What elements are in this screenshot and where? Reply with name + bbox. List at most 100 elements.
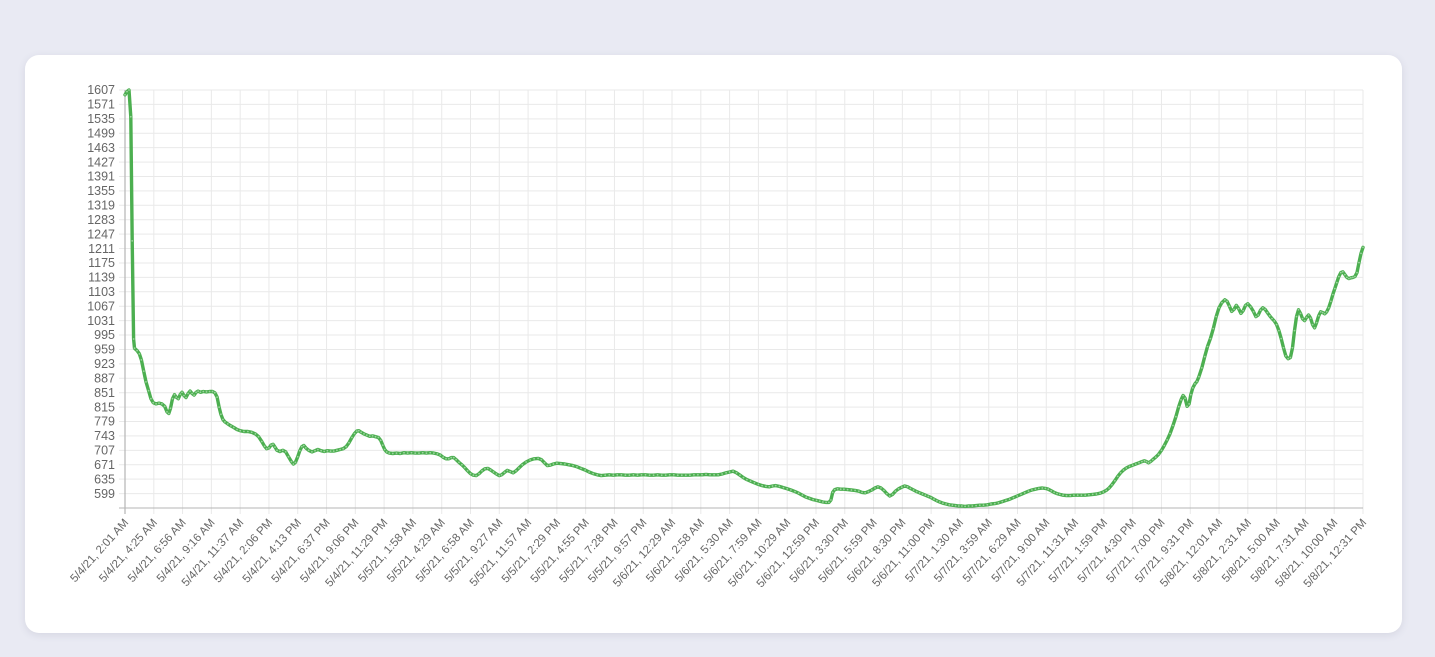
data-point — [529, 459, 531, 461]
data-point — [957, 505, 960, 507]
y-axis-label: 1175 — [88, 256, 115, 270]
data-point — [1012, 496, 1015, 499]
data-point — [1172, 424, 1174, 427]
data-point — [466, 469, 469, 472]
data-point — [897, 487, 900, 490]
data-point — [1128, 465, 1131, 468]
data-point — [808, 497, 811, 500]
y-axis-label: 599 — [94, 487, 115, 501]
data-point — [850, 489, 853, 491]
data-point — [749, 480, 752, 483]
data-point — [385, 451, 388, 453]
data-point — [1209, 337, 1212, 340]
y-axis-labels: 5996356717077437798158518879239599951031… — [87, 83, 115, 501]
data-point — [1175, 415, 1177, 418]
data-point — [664, 474, 667, 477]
data-point — [489, 469, 492, 471]
time-series-line-chart[interactable]: 5996356717077437798158518879239599951031… — [25, 55, 1402, 633]
data-point — [1163, 444, 1166, 447]
y-axis-label: 995 — [94, 328, 115, 342]
data-point — [684, 474, 687, 477]
data-point — [383, 448, 386, 451]
data-point — [867, 490, 870, 493]
y-axis-label: 1067 — [87, 299, 115, 313]
data-point — [399, 452, 402, 455]
data-point — [1102, 491, 1105, 493]
data-point — [461, 463, 463, 466]
data-point — [167, 412, 170, 415]
data-point — [1191, 387, 1194, 389]
data-point — [177, 397, 180, 400]
data-point — [906, 485, 909, 488]
data-point — [1203, 355, 1206, 358]
data-point — [418, 452, 420, 454]
data-point — [921, 493, 924, 495]
data-point — [509, 470, 512, 473]
data-point — [680, 474, 683, 477]
data-point — [560, 462, 562, 465]
data-point — [353, 432, 356, 435]
data-point — [250, 431, 253, 434]
data-point — [161, 403, 163, 405]
data-point — [689, 474, 691, 477]
data-point — [1325, 310, 1328, 313]
data-point — [463, 466, 466, 469]
data-point — [1020, 493, 1022, 496]
data-point — [311, 451, 313, 453]
data-point — [132, 338, 135, 340]
data-point — [918, 491, 921, 494]
data-point — [812, 498, 814, 501]
data-point — [213, 391, 216, 394]
data-point — [357, 429, 360, 432]
data-point — [518, 467, 520, 469]
data-point — [171, 397, 174, 400]
data-point — [175, 396, 178, 398]
data-point — [1337, 275, 1340, 278]
data-point — [279, 450, 281, 453]
data-point — [592, 472, 594, 475]
data-point — [199, 391, 202, 394]
data-point — [268, 447, 270, 449]
data-point — [421, 451, 424, 454]
data-line — [123, 88, 1365, 509]
data-point — [131, 240, 134, 242]
data-point — [794, 490, 796, 493]
data-point — [166, 411, 168, 413]
data-point — [927, 495, 930, 498]
data-point — [290, 460, 293, 463]
data-point — [1221, 301, 1223, 304]
data-point — [894, 490, 897, 493]
data-point — [475, 474, 478, 477]
data-point — [971, 505, 974, 507]
data-point — [363, 433, 365, 435]
data-point — [1315, 321, 1318, 324]
data-point — [1180, 399, 1182, 401]
data-point — [549, 464, 552, 467]
data-point — [1069, 494, 1072, 497]
data-point — [365, 434, 368, 436]
data-point — [1058, 493, 1061, 496]
data-point — [1206, 345, 1209, 348]
data-point — [725, 471, 727, 474]
data-point — [1143, 459, 1146, 462]
data-point — [771, 485, 774, 487]
data-point — [458, 461, 460, 464]
data-point — [805, 496, 808, 499]
data-point — [512, 471, 514, 474]
data-point — [1348, 277, 1350, 280]
data-point — [150, 397, 152, 400]
data-point — [1147, 461, 1150, 464]
data-point — [300, 445, 303, 448]
data-point — [1134, 463, 1137, 465]
data-point — [185, 396, 187, 399]
data-point — [604, 474, 607, 477]
data-point — [954, 504, 957, 507]
data-point — [202, 390, 205, 393]
data-point — [142, 370, 145, 372]
data-point — [1259, 309, 1262, 312]
data-point — [371, 435, 374, 437]
data-point — [193, 394, 196, 396]
data-point — [284, 451, 287, 453]
y-axis-label: 1031 — [87, 314, 115, 328]
data-point — [433, 452, 435, 454]
